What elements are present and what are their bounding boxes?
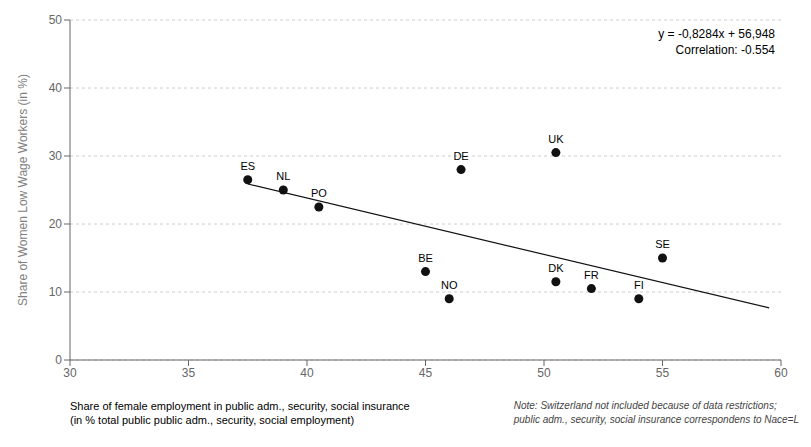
svg-text:30: 30 — [63, 366, 77, 380]
svg-text:FR: FR — [584, 269, 599, 281]
svg-text:60: 60 — [774, 366, 788, 380]
svg-text:PO: PO — [311, 187, 327, 199]
svg-text:45: 45 — [419, 366, 433, 380]
svg-text:50: 50 — [537, 366, 551, 380]
svg-text:NO: NO — [441, 279, 458, 291]
svg-text:Share of Women Low Wage Worker: Share of Women Low Wage Workers (in %) — [16, 74, 30, 306]
html-text:Share of female employment in: Share of female employment in public adm… — [70, 400, 410, 426]
svg-text:ES: ES — [240, 160, 255, 172]
svg-text:35: 35 — [182, 366, 196, 380]
svg-text:40: 40 — [300, 366, 314, 380]
svg-text:10: 10 — [49, 285, 63, 299]
svg-text:UK: UK — [548, 133, 564, 145]
svg-text:0: 0 — [55, 353, 62, 367]
svg-text:20: 20 — [49, 217, 63, 231]
svg-text:DK: DK — [548, 262, 564, 274]
svg-text:SE: SE — [655, 238, 670, 250]
svg-text:50: 50 — [49, 13, 63, 27]
svg-text:40: 40 — [49, 81, 63, 95]
html-text:y = -0,8284x + 56,948 Correlat: y = -0,8284x + 56,948 Correlation: -0.55… — [658, 27, 775, 57]
svg-text:NL: NL — [276, 170, 290, 182]
svg-text:FI: FI — [634, 279, 644, 291]
svg-text:BE: BE — [418, 252, 433, 264]
svg-text:DE: DE — [453, 150, 468, 162]
html-text:Note: Switzerland not included: Note: Switzerland not included because o… — [513, 400, 799, 425]
svg-text:55: 55 — [656, 366, 670, 380]
svg-text:30: 30 — [49, 149, 63, 163]
